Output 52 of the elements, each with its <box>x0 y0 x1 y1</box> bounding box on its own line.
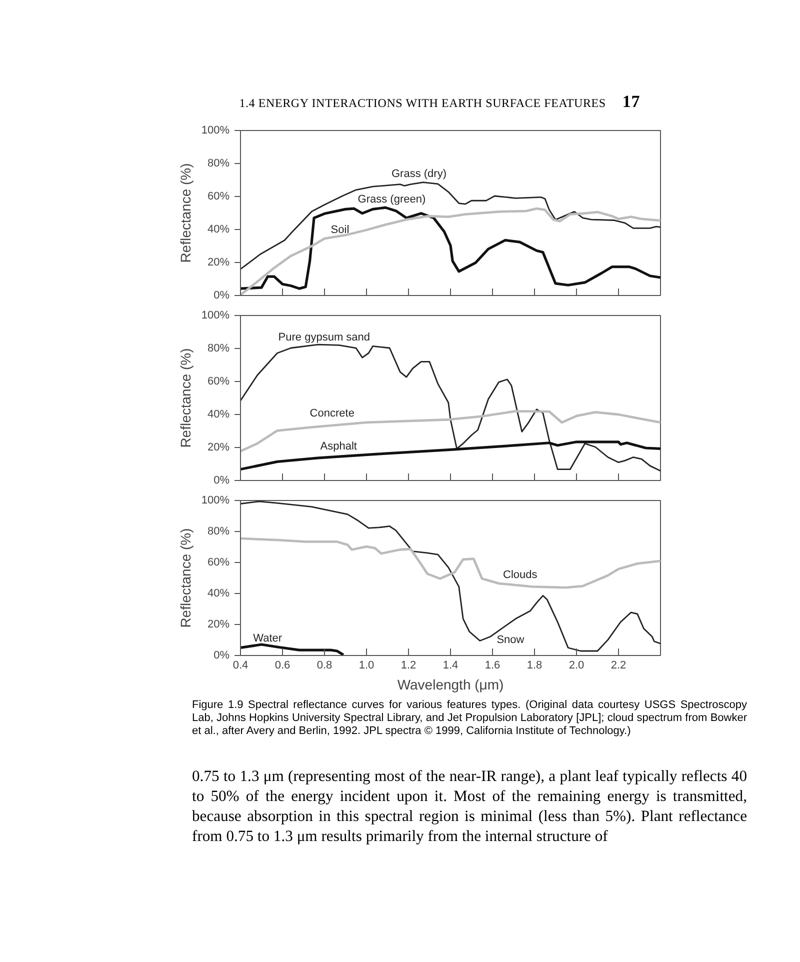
x-tick-label: 1.4 <box>442 660 458 672</box>
x-tick-label: 0.4 <box>232 660 248 672</box>
y-tick-label: 40% <box>207 408 230 420</box>
y-tick-label: 100% <box>201 494 230 506</box>
y-axis-title: Reflectance (%) <box>177 528 194 628</box>
line-series <box>240 182 660 270</box>
x-tick-label: 1.2 <box>400 660 416 672</box>
y-tick-label: 60% <box>207 376 230 388</box>
series-label: Clouds <box>503 569 538 582</box>
text: 1.4 ENERGY INTERACTIONS WITH EARTH SURFACE FEATURES <box>239 96 606 110</box>
text: 17 <box>622 92 640 111</box>
y-tick-label: 0% <box>214 290 230 302</box>
series-label: Water <box>253 632 282 645</box>
x-tick-label: 1.0 <box>358 660 374 672</box>
series-label: Soil <box>330 224 350 236</box>
line-series <box>240 410 660 452</box>
y-tick-label: 40% <box>207 588 230 600</box>
series-label: Pure gypsum sand <box>278 332 370 344</box>
series-label: Grass (dry) <box>392 168 446 180</box>
y-tick-label: 100% <box>201 310 230 322</box>
caption: Figure 1.9 Spectral reflectance curves for various features types. (Original data courtesy USGS Spectroscopy Lab, Johns Hopkins University Spectral Library, and Jet Propulsion Laboratory [JPL]; cloud spectrum from Bowker et al., after Avery and Berlin, 1992. JPL spectra © 1999, California Institute of Technology.) <box>192 699 747 738</box>
y-tick-label: 0% <box>214 474 230 486</box>
y-tick-label: 20% <box>207 442 230 454</box>
series-label: Asphalt <box>320 440 358 452</box>
text: 0.75 to 1.3 μm (representing most of the near-IR range), a plant leaf typically reflects 40 to 50% of the energy incident upon it. Most of the remaining energy is transmitted, because absorption in this spectral region is minimal (less than 5%). Plant reflectance from 0.75 to 1.3 μm results primarily from the internal structure of <box>192 767 747 847</box>
y-tick-label: 20% <box>207 618 230 630</box>
line-series <box>240 440 660 471</box>
y-tick-label: 80% <box>207 526 230 538</box>
series-label: Snow <box>496 634 524 646</box>
x-tick-label: 1.8 <box>526 660 542 672</box>
x-tick-label: 0.8 <box>316 660 332 672</box>
x-tick-label: 2.2 <box>610 660 626 672</box>
y-tick-label: 60% <box>207 556 230 568</box>
y-tick-label: 20% <box>207 256 230 268</box>
line-series <box>240 344 660 472</box>
y-axis-title: Reflectance (%) <box>177 348 194 448</box>
x-tick-label: 2.0 <box>568 660 584 672</box>
y-tick-label: 40% <box>207 224 230 236</box>
x-axis-title: Wavelength (μm) <box>397 676 504 692</box>
y-tick-label: 80% <box>207 158 230 170</box>
line-series <box>240 537 660 589</box>
x-tick-label: 1.6 <box>484 660 500 672</box>
y-tick-label: 0% <box>214 650 230 662</box>
series-label: Grass (green) <box>358 194 426 206</box>
y-axis-title: Reflectance (%) <box>177 163 194 263</box>
line-series <box>240 500 660 652</box>
series-label: Concrete <box>310 407 354 420</box>
line-series <box>240 643 345 656</box>
x-tick-label: 0.6 <box>274 660 290 672</box>
y-tick-label: 80% <box>207 342 230 354</box>
y-tick-label: 60% <box>207 190 230 202</box>
y-tick-label: 100% <box>201 124 230 136</box>
